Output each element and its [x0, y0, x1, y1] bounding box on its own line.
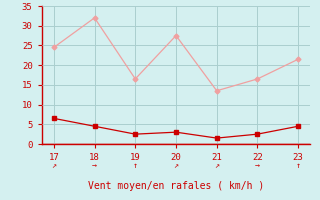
Text: →: → [255, 161, 260, 170]
Text: →: → [92, 161, 97, 170]
Text: ↑: ↑ [296, 161, 301, 170]
Text: ↗: ↗ [51, 161, 56, 170]
Text: ↑: ↑ [133, 161, 138, 170]
Text: ↗: ↗ [173, 161, 179, 170]
X-axis label: Vent moyen/en rafales ( km/h ): Vent moyen/en rafales ( km/h ) [88, 181, 264, 191]
Text: ↗: ↗ [214, 161, 219, 170]
